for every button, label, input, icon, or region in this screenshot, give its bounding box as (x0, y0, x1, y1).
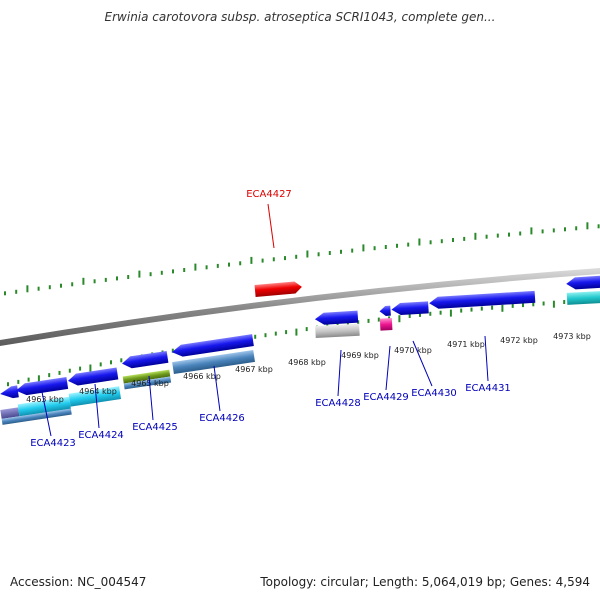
cog-bar (379, 318, 393, 331)
gene-ECA4427-feature[interactable] (254, 281, 303, 297)
callout-line (41, 391, 52, 437)
gene-label-ECA4429[interactable]: ECA4429 (363, 392, 409, 403)
callout-line (484, 335, 489, 382)
callout-line (412, 340, 433, 387)
cog-bar (1, 408, 72, 425)
forward-strand-ticks (4, 222, 600, 296)
callout-line (337, 349, 342, 397)
coordinate-label: 4969 kbp (341, 351, 379, 360)
gene-ECA4428-feature[interactable] (314, 310, 359, 326)
coordinate-label: 4968 kbp (288, 358, 326, 367)
gene-ECA4423-feature[interactable] (15, 377, 69, 397)
coordinate-label: 4964 kbp (79, 387, 117, 396)
gene-ECA4425-feature[interactable] (121, 350, 169, 370)
coordinate-label: 4972 kbp (500, 336, 538, 345)
gene-label-ECA4424[interactable]: ECA4424 (78, 430, 124, 441)
cog-bar (0, 407, 20, 419)
gene-feature[interactable] (0, 385, 19, 400)
cog-bar (315, 323, 360, 339)
coordinate-label: 4966 kbp (183, 372, 221, 381)
cog-bar (566, 290, 600, 305)
callout-line (385, 345, 391, 391)
cog-bar (17, 396, 71, 417)
callout-line (267, 203, 275, 249)
coordinate-label: 4971 kbp (447, 340, 485, 349)
coordinate-label: 4963 kbp (26, 395, 64, 404)
gene-ECA4426-feature[interactable] (171, 334, 254, 358)
gene-label-ECA4427[interactable]: ECA4427 (246, 189, 292, 200)
gene-ECA4424-feature[interactable] (67, 367, 119, 387)
coordinate-label: 4970 kbp (394, 346, 432, 355)
genome-summary-text: Topology: circular; Length: 5,064,019 bp… (260, 575, 590, 589)
gene-ECA4430-feature[interactable] (391, 301, 429, 316)
cog-bar (123, 376, 172, 390)
cog-bar (68, 386, 122, 407)
gene-ECA4431-feature[interactable] (429, 290, 536, 309)
callout-line (94, 383, 100, 429)
callout-line (213, 365, 221, 412)
cog-bar (172, 349, 255, 374)
cog-bar (122, 369, 171, 384)
accession-text: Accession: NC_004547 (10, 575, 147, 589)
gene-label-ECA4426[interactable]: ECA4426 (199, 413, 245, 424)
genome-backbone (0, 268, 600, 346)
gene-label-ECA4431[interactable]: ECA4431 (465, 383, 511, 394)
gene-label-ECA4425[interactable]: ECA4425 (132, 422, 178, 433)
map-title: Erwinia carotovora subsp. atroseptica SC… (104, 10, 496, 24)
gene-label-ECA4430[interactable]: ECA4430 (411, 388, 457, 399)
gene-ECA4429-feature[interactable] (379, 305, 391, 317)
gene-feature[interactable] (566, 275, 600, 290)
gene-label-ECA4428[interactable]: ECA4428 (315, 398, 361, 409)
coordinate-label: 4973 kbp (553, 332, 591, 341)
gene-label-ECA4423[interactable]: ECA4423 (30, 438, 76, 449)
coordinate-label: 4967 kbp (235, 365, 273, 374)
callout-line (148, 375, 154, 421)
